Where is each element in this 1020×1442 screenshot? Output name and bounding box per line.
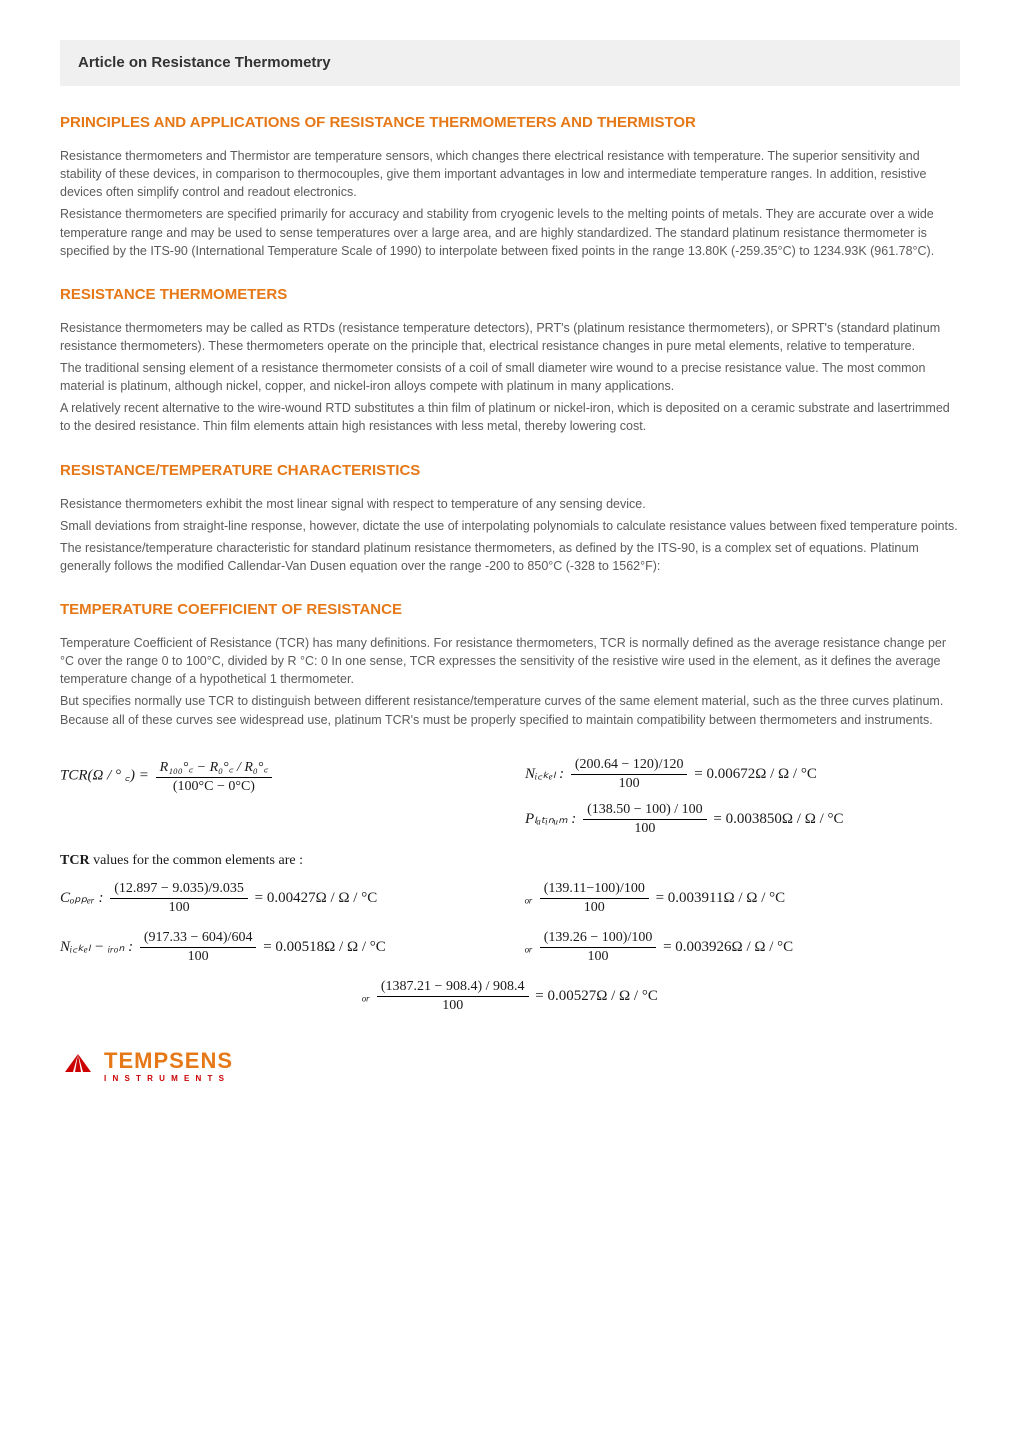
denominator: 100 bbox=[184, 948, 213, 965]
fraction: (139.11−100)/100 100 bbox=[540, 881, 649, 916]
paragraph: A relatively recent alternative to the w… bbox=[60, 399, 960, 435]
denominator: 100 bbox=[615, 775, 644, 792]
label: Cₒₚₚₑᵣ : bbox=[60, 890, 104, 906]
paragraph: Resistance thermometers and Thermistor a… bbox=[60, 147, 960, 201]
math-row: TCR(Ω / ° ꜀) = R₁₀₀°꜀ − R₀°꜀ / R₀°꜀ (100… bbox=[60, 757, 960, 837]
paragraph: Resistance thermometers may be called as… bbox=[60, 319, 960, 355]
paragraph: Resistance thermometers are specified pr… bbox=[60, 205, 960, 259]
company-logo: TEMPSENS I N S T R U M E N T S bbox=[60, 1048, 960, 1083]
paragraph: The resistance/temperature characteristi… bbox=[60, 539, 960, 575]
platinum-or3-formula: ₒᵣ (1387.21 − 908.4) / 908.4 100 = 0.005… bbox=[362, 979, 658, 1014]
fraction: (12.897 − 9.035)/9.035 100 bbox=[110, 881, 248, 916]
fraction: (917.33 − 604)/604 100 bbox=[140, 930, 257, 965]
tcr-prefix: TCR bbox=[60, 853, 90, 868]
logo-text: TEMPSENS bbox=[104, 1048, 233, 1074]
rhs: = 0.00672Ω / Ω / °C bbox=[694, 766, 817, 782]
fraction: R₁₀₀°꜀ − R₀°꜀ / R₀°꜀ (100°C − 0°C) bbox=[156, 757, 273, 795]
section-heading-principles: PRINCIPLES AND APPLICATIONS OF RESISTANC… bbox=[60, 114, 960, 131]
platinum-or1-formula: ₒᵣ (139.11−100)/100 100 = 0.003911Ω / Ω … bbox=[525, 881, 960, 916]
fraction: (200.64 − 120)/120 100 bbox=[571, 757, 688, 792]
section-heading-characteristics: RESISTANCE/TEMPERATURE CHARACTERISTICS bbox=[60, 462, 960, 479]
rhs: = 0.00527Ω / Ω / °C bbox=[535, 988, 658, 1004]
denominator: 100 bbox=[584, 948, 613, 965]
label: ₒᵣ bbox=[362, 988, 370, 1004]
math-row: Nᵢ꜀ₖₑₗ − ᵢᵣₒₙ : (917.33 − 604)/604 100 =… bbox=[60, 930, 960, 965]
rhs: = 0.00518Ω / Ω / °C bbox=[263, 939, 386, 955]
denominator: 100 bbox=[580, 899, 609, 916]
paragraph: Small deviations from straight-line resp… bbox=[60, 517, 960, 535]
fraction: (138.50 − 100) / 100 100 bbox=[583, 802, 707, 837]
label: ₒᵣ bbox=[525, 939, 533, 955]
numerator: (138.50 − 100) / 100 bbox=[583, 802, 707, 820]
tcr-values-note: TCR values for the common elements are : bbox=[60, 853, 960, 869]
fraction: (139.26 − 100)/100 100 bbox=[540, 930, 657, 965]
math-region: TCR(Ω / ° ꜀) = R₁₀₀°꜀ − R₀°꜀ / R₀°꜀ (100… bbox=[60, 757, 960, 1014]
rhs: = 0.00427Ω / Ω / °C bbox=[255, 890, 378, 906]
tcr-lhs: TCR(Ω / ° ꜀) = bbox=[60, 767, 149, 783]
numerator: (12.897 − 9.035)/9.035 bbox=[110, 881, 248, 899]
fraction: (1387.21 − 908.4) / 908.4 100 bbox=[377, 979, 529, 1014]
section-heading-tcr: TEMPERATURE COEFFICIENT OF RESISTANCE bbox=[60, 601, 960, 618]
rhs: = 0.003850Ω / Ω / °C bbox=[713, 811, 843, 827]
rhs: = 0.003911Ω / Ω / °C bbox=[656, 890, 786, 906]
section-heading-resistance-thermometers: RESISTANCE THERMOMETERS bbox=[60, 286, 960, 303]
rhs: = 0.003926Ω / Ω / °C bbox=[663, 939, 793, 955]
numerator: (200.64 − 120)/120 bbox=[571, 757, 688, 775]
label: ₒᵣ bbox=[525, 890, 533, 906]
paragraph: Resistance thermometers exhibit the most… bbox=[60, 495, 960, 513]
article-title: Article on Resistance Thermometry bbox=[78, 54, 331, 71]
label: Nᵢ꜀ₖₑₗ : bbox=[525, 766, 564, 782]
platinum-or2-formula: ₒᵣ (139.26 − 100)/100 100 = 0.003926Ω / … bbox=[525, 930, 960, 965]
paragraph: But specifies normally use TCR to distin… bbox=[60, 692, 960, 728]
numerator: R₁₀₀°꜀ − R₀°꜀ / R₀°꜀ bbox=[156, 757, 273, 778]
article-title-bar: Article on Resistance Thermometry bbox=[60, 40, 960, 86]
nickel-iron-formula: Nᵢ꜀ₖₑₗ − ᵢᵣₒₙ : (917.33 − 604)/604 100 =… bbox=[60, 930, 495, 965]
numerator: (139.11−100)/100 bbox=[540, 881, 649, 899]
denominator: 100 bbox=[165, 899, 194, 916]
math-row: ₒᵣ (1387.21 − 908.4) / 908.4 100 = 0.005… bbox=[60, 979, 960, 1014]
denominator: (100°C − 0°C) bbox=[169, 778, 259, 795]
denominator: 100 bbox=[438, 997, 467, 1014]
label: Nᵢ꜀ₖₑₗ − ᵢᵣₒₙ : bbox=[60, 939, 133, 955]
copper-formula: Cₒₚₚₑᵣ : (12.897 − 9.035)/9.035 100 = 0.… bbox=[60, 881, 495, 916]
numerator: (917.33 − 604)/604 bbox=[140, 930, 257, 948]
tcr-formula: TCR(Ω / ° ꜀) = R₁₀₀°꜀ − R₀°꜀ / R₀°꜀ (100… bbox=[60, 757, 495, 795]
fan-icon bbox=[60, 1050, 96, 1080]
math-row: Cₒₚₚₑᵣ : (12.897 − 9.035)/9.035 100 = 0.… bbox=[60, 881, 960, 916]
logo-subtext: I N S T R U M E N T S bbox=[104, 1074, 233, 1083]
paragraph: Temperature Coefficient of Resistance (T… bbox=[60, 634, 960, 688]
label: Pₗₐₜᵢₙᵤₘ : bbox=[525, 811, 576, 827]
numerator: (139.26 − 100)/100 bbox=[540, 930, 657, 948]
denominator: 100 bbox=[630, 820, 659, 837]
nickel-formula: Nᵢ꜀ₖₑₗ : (200.64 − 120)/120 100 = 0.0067… bbox=[525, 757, 960, 837]
paragraph: The traditional sensing element of a res… bbox=[60, 359, 960, 395]
tcr-note-rest: values for the common elements are : bbox=[90, 853, 303, 868]
numerator: (1387.21 − 908.4) / 908.4 bbox=[377, 979, 529, 997]
